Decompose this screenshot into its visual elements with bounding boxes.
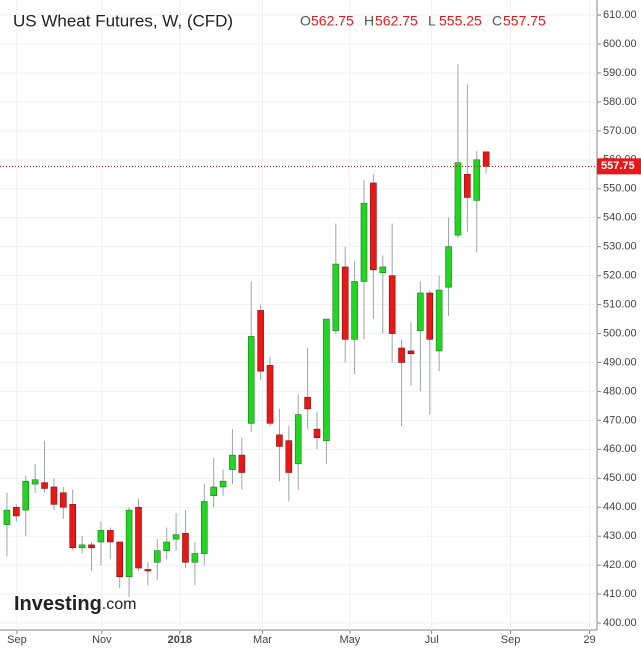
y-tick-label: 430.00	[603, 530, 637, 542]
candle-body	[50, 486, 58, 505]
candle-body	[388, 275, 396, 334]
y-tick-label: 410.00	[603, 588, 637, 600]
x-tick-label: Mar	[253, 634, 272, 646]
candle-body	[88, 544, 95, 549]
x-tick-label: Jul	[425, 634, 439, 646]
last-price-label: 557.75	[601, 160, 635, 172]
y-tick-label: 490.00	[603, 356, 637, 368]
candle-body	[116, 541, 124, 578]
candle-body	[304, 396, 311, 410]
x-tick-label: 29	[583, 634, 595, 646]
y-tick-label: 540.00	[603, 212, 637, 224]
candle-body	[426, 292, 434, 340]
candle-body	[247, 336, 255, 424]
brand: Investing.com	[14, 593, 136, 615]
candle-body	[60, 492, 67, 508]
candle-body	[31, 479, 39, 485]
last-price-box	[597, 158, 641, 175]
y-tick-label: 480.00	[603, 385, 637, 397]
y-tick-label: 520.00	[603, 270, 637, 282]
candle-body	[107, 530, 114, 543]
y-tick-label: 590.00	[603, 67, 637, 79]
y-tick-label: 530.00	[603, 241, 637, 253]
candle-body	[435, 289, 443, 352]
ohlc-key: H	[364, 13, 374, 29]
candle-body	[22, 480, 30, 511]
y-tick-label: 420.00	[603, 559, 637, 571]
ohlc-value: 555.25	[439, 13, 482, 29]
candle-body	[182, 532, 189, 563]
candle-body	[464, 173, 471, 198]
brand-name: Investing	[14, 593, 102, 615]
candle-body	[323, 318, 330, 441]
y-tick-label: 510.00	[603, 298, 637, 310]
candle-body	[13, 506, 20, 517]
x-tick-label: Sep	[7, 634, 27, 646]
candle-body	[332, 263, 340, 331]
candle-body	[370, 182, 377, 271]
candle-body	[379, 266, 387, 274]
candle-body	[97, 530, 105, 543]
candle-body	[163, 541, 170, 551]
y-tick-label: 610.00	[603, 9, 637, 21]
candle-body	[238, 454, 246, 473]
y-tick-label: 440.00	[603, 501, 637, 513]
ohlc-legend: O 562.75 H 562.75 L 555.25 C 557.75	[300, 13, 546, 29]
candle-body	[417, 292, 424, 331]
candle-body	[473, 159, 481, 201]
candle-body	[445, 246, 452, 288]
x-tick-label: 2018	[168, 634, 192, 646]
y-tick-label: 550.00	[603, 183, 637, 195]
ohlc-value: 557.75	[503, 13, 546, 29]
candle-body	[78, 544, 86, 549]
y-tick-label: 450.00	[603, 472, 637, 484]
y-tick-label: 580.00	[603, 96, 637, 108]
y-tick-label: 400.00	[603, 617, 637, 629]
ohlc-value: 562.75	[375, 13, 418, 29]
candle-body	[294, 414, 302, 465]
candle-body	[153, 550, 161, 563]
candle-body	[341, 266, 349, 340]
ohlc-key: O	[300, 13, 311, 29]
candle-body	[200, 501, 208, 554]
ohlc-key: C	[492, 13, 502, 29]
candle-body	[135, 506, 142, 569]
candle-body	[454, 162, 462, 236]
ohlc-key: L	[428, 13, 436, 29]
candle-body	[219, 480, 227, 488]
y-tick-label: 460.00	[603, 443, 637, 455]
x-tick-label: Sep	[501, 634, 521, 646]
brand-suffix: .com	[102, 596, 137, 613]
y-tick-label: 600.00	[603, 38, 637, 50]
candle-body	[276, 434, 283, 447]
candle-body	[144, 569, 152, 572]
candle-body	[351, 281, 358, 340]
chart-title: US Wheat Futures, W, (CFD)	[13, 11, 233, 30]
candle-body	[191, 553, 199, 563]
candle-body	[69, 504, 77, 549]
candle-body	[398, 347, 405, 363]
y-tick-label: 500.00	[603, 327, 637, 339]
candle-body	[266, 365, 274, 424]
candle-body	[210, 486, 217, 496]
candle-body	[285, 440, 293, 473]
candle-body	[482, 151, 490, 167]
candle-body	[313, 428, 321, 439]
candle-body	[3, 509, 11, 525]
candle-body	[257, 310, 264, 372]
x-tick-label: May	[340, 634, 361, 646]
candle-body	[360, 202, 368, 282]
candle-body	[41, 482, 48, 489]
plot-area	[0, 0, 597, 630]
candle-body	[229, 454, 236, 470]
ohlc-value: 562.75	[311, 13, 354, 29]
candle-body	[407, 350, 415, 355]
y-tick-label: 470.00	[603, 414, 637, 426]
x-tick-label: Nov	[92, 634, 112, 646]
candle-body	[172, 534, 180, 540]
y-tick-label: 570.00	[603, 125, 637, 137]
candle-body	[125, 509, 133, 578]
